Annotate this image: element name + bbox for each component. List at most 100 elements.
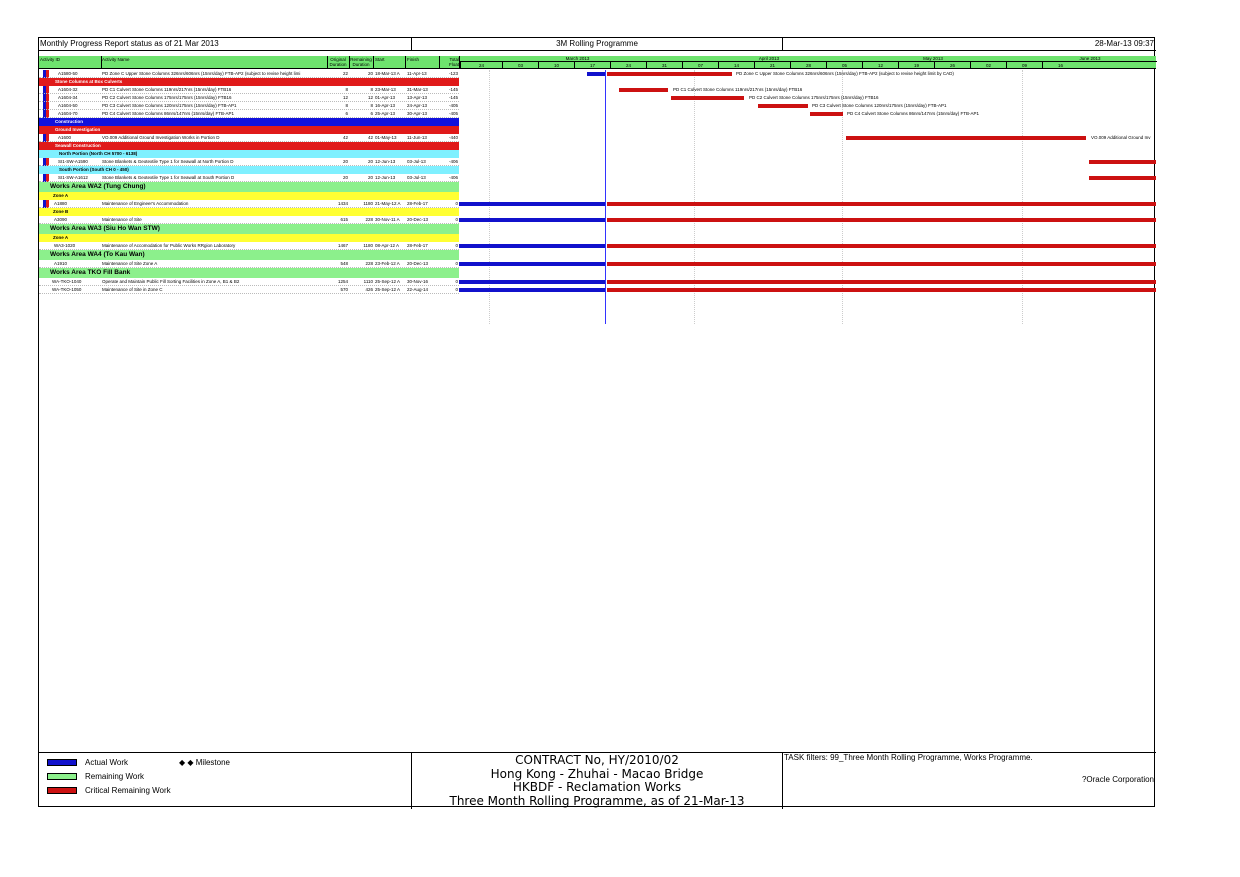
wbs-band[interactable]: Zone A bbox=[39, 234, 459, 242]
week-label: 10 bbox=[538, 62, 574, 69]
remaining-duration: 20 bbox=[367, 175, 373, 180]
wbs-band[interactable]: Zone B bbox=[39, 208, 459, 216]
table-row[interactable]: A1910 Maintenance of Site Zone A 548 228… bbox=[39, 260, 1156, 268]
total-float: 0 bbox=[455, 217, 458, 222]
critical-bar[interactable] bbox=[607, 280, 1156, 284]
table-row[interactable]: A1600 VO.009 Additional Ground Investiga… bbox=[39, 134, 1156, 142]
wbs-band[interactable]: Stone Columns at Box Culverts bbox=[39, 78, 459, 86]
table-row[interactable]: A1580-50 PD Zone C Upper Stone Columns 3… bbox=[39, 70, 1156, 78]
col-activity-id[interactable]: Activity ID bbox=[40, 57, 61, 62]
original-duration: 548 bbox=[340, 261, 348, 266]
actual-bar[interactable] bbox=[459, 262, 605, 266]
critical-bar[interactable] bbox=[1089, 176, 1156, 180]
original-duration: 6 bbox=[345, 111, 348, 116]
critical-bar[interactable] bbox=[758, 104, 808, 108]
wbs-band[interactable]: Zone A bbox=[39, 192, 459, 200]
finish-date: 30-Nov-16 bbox=[407, 279, 429, 284]
critical-bar[interactable] bbox=[810, 112, 843, 116]
wbs-band[interactable]: Works Area WA2 (Tung Chung) bbox=[39, 182, 459, 192]
finish-date: 28-Feb-17 bbox=[407, 201, 428, 206]
critical-bar[interactable] bbox=[607, 244, 1156, 248]
timeline-header: March 2013 April 2013 May 2013 June 2013… bbox=[459, 56, 1157, 69]
start-date: 25-Apr-13 bbox=[375, 111, 396, 116]
wbs-band[interactable]: North Portion (North CH 5700 - 6138) bbox=[39, 150, 459, 158]
table-row[interactable]: A1604-34 PD C2 Culvert Stone Columns 175… bbox=[39, 94, 1156, 102]
critical-bar[interactable] bbox=[607, 202, 1156, 206]
gantt-report-sheet: Monthly Progress Report status as of 21 … bbox=[38, 37, 1157, 809]
activity-name: Maintenance of Engineer's Accommodation bbox=[102, 201, 189, 206]
wbs-band[interactable]: Works Area TKO Fill Bank bbox=[39, 268, 459, 278]
wbs-band[interactable]: Construction bbox=[39, 118, 459, 126]
actual-bar[interactable] bbox=[587, 72, 605, 76]
critical-bar[interactable] bbox=[607, 288, 1156, 292]
wbs-band[interactable]: Works Area WA3 (Siu Ho Wan STW) bbox=[39, 224, 459, 234]
wbs-band[interactable]: South Portion (South CH 0 - 450) bbox=[39, 166, 459, 174]
table-row[interactable]: A1604-70 PD C4 Culvert Stone Columns 86n… bbox=[39, 110, 1156, 118]
total-float: 0 bbox=[455, 243, 458, 248]
actual-bar[interactable] bbox=[459, 288, 605, 292]
critical-bar[interactable] bbox=[671, 96, 744, 100]
total-float: -123 bbox=[448, 71, 458, 76]
grid-line bbox=[842, 70, 843, 324]
wbs-band[interactable]: Ground Investigation bbox=[39, 126, 459, 134]
col-activity-name[interactable]: Activity Name bbox=[102, 57, 130, 62]
col-original-duration[interactable]: Original Duration bbox=[329, 57, 347, 67]
table-row[interactable]: A1604-50 PD C3 Culvert Stone Columns 120… bbox=[39, 102, 1156, 110]
actual-bar[interactable] bbox=[459, 218, 605, 222]
total-float: 0 bbox=[455, 279, 458, 284]
filter-block: TASK filters: 99_Three Month Rolling Pro… bbox=[783, 753, 1156, 809]
critical-bar[interactable] bbox=[607, 262, 1156, 266]
month-april: April 2013 bbox=[695, 56, 843, 62]
remaining-duration: 8 bbox=[370, 103, 373, 108]
legend-label: Critical Remaining Work bbox=[85, 786, 171, 795]
table-row[interactable]: WA3-1020 Maintenance of Accomodation for… bbox=[39, 242, 1156, 250]
activity-id: A1600 bbox=[58, 135, 72, 140]
table-row[interactable]: SI1-SW-A1612 Stone Blankets & Geotextile… bbox=[39, 174, 1156, 182]
actual-bar[interactable] bbox=[459, 202, 605, 206]
table-row[interactable]: A1880 Maintenance of Engineer's Accommod… bbox=[39, 200, 1156, 208]
original-duration: 8 bbox=[345, 87, 348, 92]
activity-name: Maintenance of Site Zone A bbox=[102, 261, 158, 266]
table-row[interactable]: A3090 Maintenance of Site 615 228 30-Nov… bbox=[39, 216, 1156, 224]
actual-bar[interactable] bbox=[459, 280, 605, 284]
table-row[interactable]: A1604-32 PD C1 Culvert Stone Columns 119… bbox=[39, 86, 1156, 94]
critical-bar[interactable] bbox=[619, 88, 668, 92]
actual-swatch bbox=[47, 759, 77, 766]
finish-date: 03-Jul-13 bbox=[407, 175, 426, 180]
activity-name: Stone Blankets & Geotextile Type 1 for S… bbox=[102, 159, 234, 164]
finish-date: 22-Aug-14 bbox=[407, 287, 429, 292]
critical-bar[interactable] bbox=[607, 72, 732, 76]
bar-label: PD Zone C Upper Stone Columns 326nrs/606… bbox=[736, 71, 954, 76]
finish-date: 11-Apr-13 bbox=[407, 71, 427, 76]
col-start[interactable]: Start bbox=[375, 57, 385, 62]
start-date: 01-Apr-13 bbox=[375, 95, 396, 100]
remaining-duration: 6 bbox=[370, 111, 373, 116]
critical-bar[interactable] bbox=[846, 136, 1086, 140]
col-remaining-duration[interactable]: Remaining Duration bbox=[350, 57, 372, 67]
wbs-band[interactable]: Seawall Construction bbox=[39, 142, 459, 150]
week-label: 02 bbox=[970, 62, 1006, 69]
activity-id: A1604-70 bbox=[58, 111, 78, 116]
wbs-band[interactable]: Works Area WA4 (To Kau Wan) bbox=[39, 250, 459, 260]
table-row[interactable]: WA-TKO-1040 Operate and Maintain Public … bbox=[39, 278, 1156, 286]
week-label: 07 bbox=[682, 62, 718, 69]
critical-bar[interactable] bbox=[1089, 160, 1156, 164]
project-name: Hong Kong - Zhuhai - Macao Bridge bbox=[490, 766, 704, 781]
original-duration: 22 bbox=[342, 71, 348, 76]
col-total-float[interactable]: Total Float bbox=[448, 57, 459, 67]
critical-bar[interactable] bbox=[607, 218, 1156, 222]
remaining-duration: 426 bbox=[365, 287, 373, 292]
task-filters: TASK filters: 99_Three Month Rolling Pro… bbox=[784, 753, 1033, 762]
legend: Actual Work ◆ ◆ Milestone Remaining Work… bbox=[39, 753, 411, 809]
remaining-duration: 1180 bbox=[363, 201, 373, 206]
original-duration: 20 bbox=[342, 175, 348, 180]
table-row[interactable]: SI1-SW-A1590 Stone Blankets & Geotextile… bbox=[39, 158, 1156, 166]
table-row[interactable]: WA-TKO-1050 Maintenance of Site in Zone … bbox=[39, 286, 1156, 294]
finish-date: 28-Feb-17 bbox=[407, 243, 428, 248]
col-finish[interactable]: Finish bbox=[407, 57, 420, 62]
legend-label: Remaining Work bbox=[85, 772, 144, 781]
week-label: 28 bbox=[790, 62, 826, 69]
programme-title: 3M Rolling Programme bbox=[411, 38, 783, 51]
report-timestamp: 28-Mar-13 09:37 bbox=[1094, 39, 1154, 48]
actual-bar[interactable] bbox=[459, 244, 605, 248]
